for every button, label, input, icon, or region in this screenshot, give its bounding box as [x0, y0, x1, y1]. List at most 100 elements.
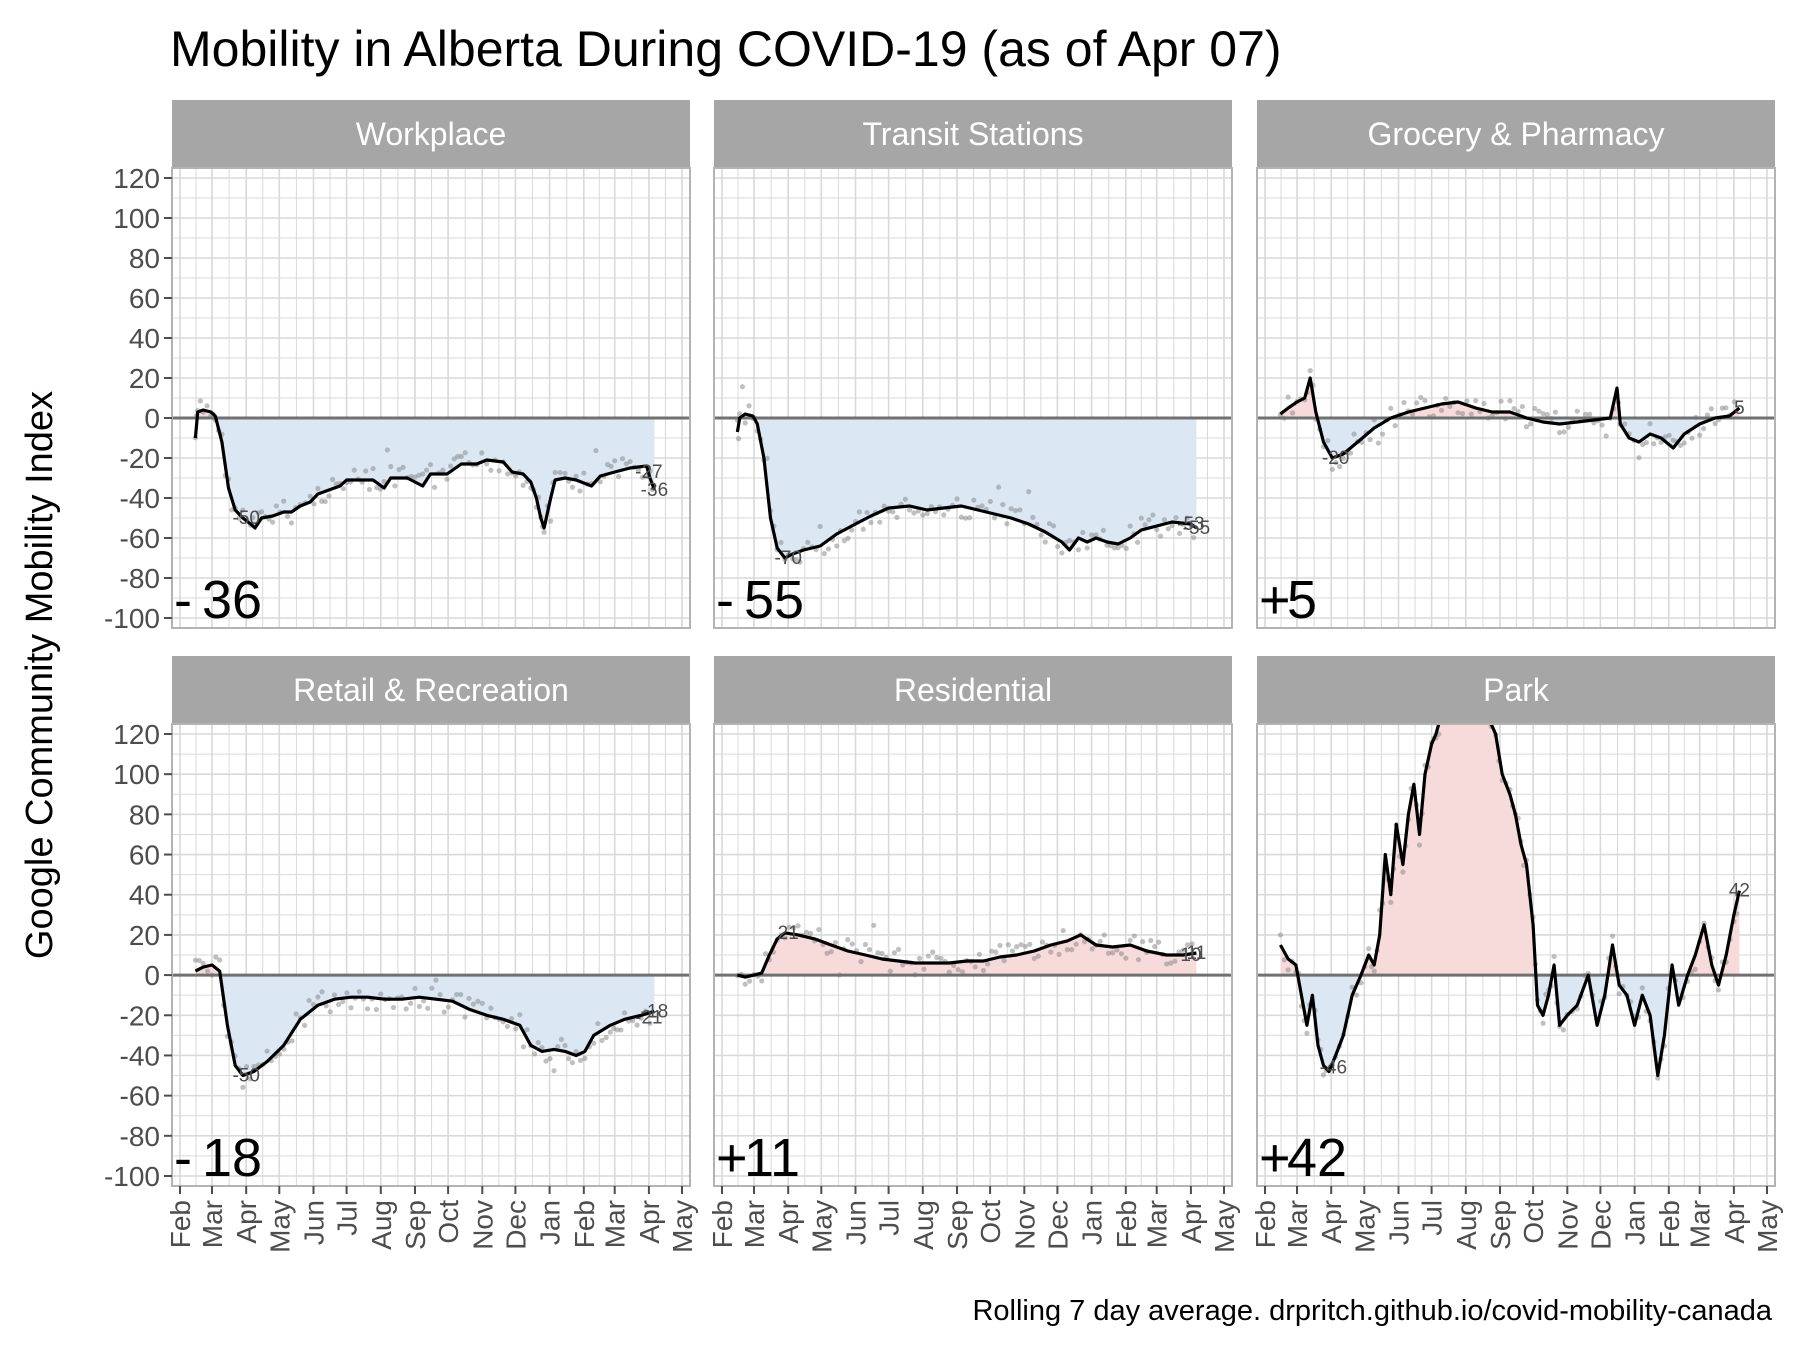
- y-tick-label: -80: [120, 563, 160, 594]
- y-tick-label: -100: [104, 1161, 160, 1192]
- daily-point: [856, 509, 862, 515]
- daily-point: [1081, 939, 1088, 945]
- daily-point: [1001, 958, 1007, 964]
- daily-point: [1582, 411, 1589, 417]
- y-tick-label: 100: [113, 759, 160, 790]
- daily-point: [348, 1005, 354, 1011]
- negative-area: [1280, 975, 1740, 1076]
- panel-border: [713, 167, 1233, 629]
- daily-point: [607, 1029, 613, 1035]
- daily-point: [619, 456, 626, 462]
- daily-point: [639, 474, 646, 480]
- daily-point: [323, 1003, 329, 1009]
- daily-point: [1013, 944, 1020, 950]
- daily-point: [946, 969, 952, 975]
- rolling-average-line: [737, 931, 1197, 979]
- daily-point: [1636, 455, 1642, 461]
- facet-strip: [1257, 100, 1775, 168]
- daily-point: [980, 967, 987, 974]
- daily-point: [562, 470, 568, 476]
- daily-point: [1400, 869, 1406, 875]
- daily-point: [1587, 411, 1593, 417]
- value-annotation: -50: [232, 508, 259, 529]
- value-annotation: -20: [1322, 448, 1349, 469]
- daily-point: [1353, 992, 1360, 998]
- x-tick-label: Oct: [433, 1200, 464, 1244]
- daily-point: [941, 512, 947, 518]
- x-tick-label: Nov: [467, 1200, 498, 1250]
- daily-point: [1161, 517, 1168, 523]
- daily-point: [192, 957, 199, 963]
- daily-point: [315, 994, 321, 1000]
- daily-point: [196, 957, 202, 964]
- daily-point: [597, 479, 603, 485]
- daily-point: [795, 923, 801, 929]
- daily-point: [484, 461, 490, 467]
- daily-point: [322, 498, 328, 505]
- daily-point: [1366, 946, 1372, 952]
- daily-point: [860, 526, 866, 532]
- current-value-sign: -: [174, 1128, 192, 1188]
- chart-title: Mobility in Alberta During COVID-19 (as …: [170, 21, 1282, 77]
- daily-point: [634, 1022, 640, 1028]
- daily-point: [284, 513, 291, 519]
- panel-grid: [172, 724, 690, 1186]
- current-value-sign: -: [174, 570, 192, 630]
- daily-point: [330, 476, 336, 482]
- daily-point: [958, 514, 965, 520]
- daily-point: [1603, 433, 1609, 439]
- facet-panels: Workplace-50-27-36- 36120100806040200-20-…: [104, 100, 1783, 1253]
- daily-point: [1511, 405, 1517, 412]
- daily-point: [1647, 421, 1653, 427]
- daily-point: [217, 957, 223, 963]
- daily-point: [1519, 403, 1525, 410]
- daily-point: [623, 461, 629, 467]
- daily-point: [890, 509, 896, 515]
- daily-point: [921, 966, 927, 972]
- daily-point: [566, 1056, 572, 1062]
- daily-point: [441, 1009, 447, 1015]
- daily-point: [845, 535, 851, 541]
- daily-point: [1118, 951, 1124, 957]
- daily-point: [440, 467, 446, 473]
- daily-point: [877, 519, 883, 525]
- daily-point: [739, 384, 746, 390]
- daily-point: [1347, 450, 1354, 456]
- daily-point: [1677, 442, 1684, 448]
- x-tick-label: Jun: [298, 1200, 329, 1245]
- daily-point: [1540, 410, 1546, 417]
- daily-point: [535, 1040, 541, 1046]
- daily-point: [1152, 943, 1158, 950]
- daily-point: [289, 1038, 295, 1044]
- daily-point: [1105, 950, 1112, 956]
- x-tick-label: Feb: [165, 1200, 196, 1248]
- daily-point: [390, 1004, 397, 1011]
- daily-point: [351, 467, 357, 473]
- negative-area: [737, 418, 1197, 558]
- daily-point: [427, 462, 434, 468]
- x-tick-label: Apr: [231, 1200, 262, 1244]
- x-tick-label: Feb: [1250, 1200, 1281, 1248]
- daily-point: [1138, 515, 1144, 521]
- x-tick-label: Sep: [1485, 1200, 1516, 1250]
- daily-point: [1127, 937, 1133, 943]
- daily-point: [475, 998, 481, 1004]
- daily-point: [288, 520, 295, 526]
- daily-point: [311, 501, 317, 507]
- daily-point: [1388, 899, 1394, 905]
- daily-point: [985, 961, 991, 967]
- daily-point: [782, 935, 788, 941]
- x-tick-label: Jul: [874, 1200, 905, 1236]
- y-tick-label: 120: [113, 163, 160, 194]
- daily-point: [1708, 406, 1714, 412]
- daily-point: [1731, 399, 1738, 405]
- daily-point: [200, 960, 206, 966]
- daily-point: [407, 1000, 414, 1006]
- daily-point: [938, 955, 944, 962]
- daily-point: [1277, 932, 1284, 938]
- daily-point: [608, 463, 614, 469]
- x-tick-label: Oct: [1518, 1200, 1549, 1244]
- daily-point: [1018, 942, 1024, 948]
- rolling-average-line: [193, 408, 656, 530]
- y-tick-label: 0: [144, 960, 160, 991]
